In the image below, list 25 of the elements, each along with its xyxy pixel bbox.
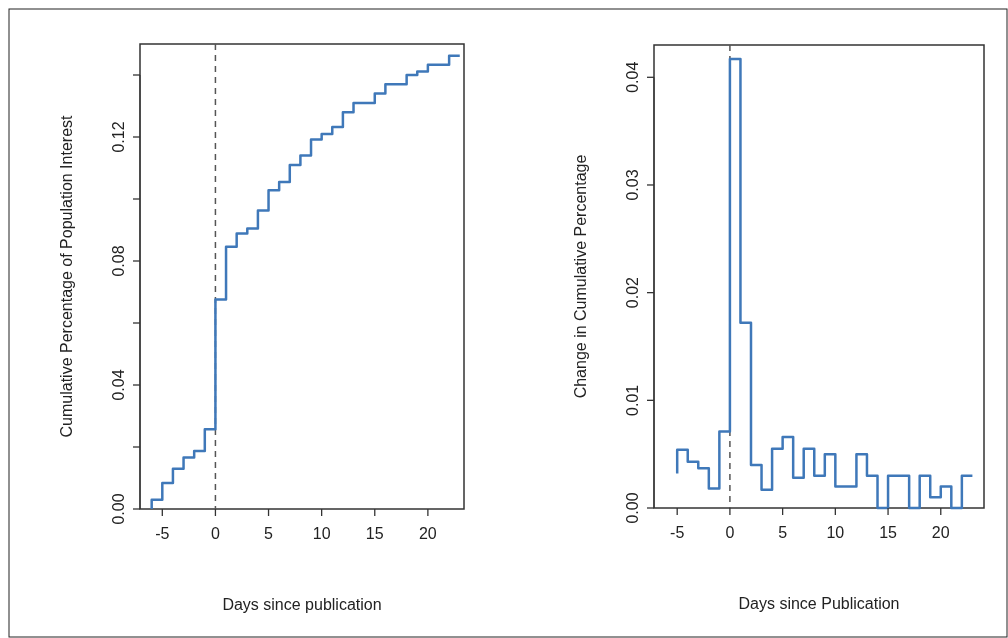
x-tick-label: 10	[826, 524, 845, 541]
y-tick-label: 0.04	[624, 61, 641, 93]
x-tick-label: 10	[312, 525, 331, 542]
y-tick-label: 0.08	[110, 245, 127, 277]
x-tick-label: 0	[725, 524, 735, 541]
x-tick-label: 5	[264, 525, 274, 542]
y-tick-label: 0.01	[624, 384, 641, 416]
x-tick-label: 15	[879, 524, 898, 541]
x-tick-label: -5	[670, 524, 685, 541]
y-tick-label: 0.02	[624, 276, 641, 309]
y-tick-label: 0.04	[110, 369, 127, 401]
x-tick-label: 20	[931, 524, 950, 541]
x-tick-label: 15	[365, 525, 384, 542]
y-tick-label: 0.00	[624, 492, 641, 524]
y-tick-label: 0.00	[110, 493, 127, 525]
y-axis-title: Cumulative Percentage of Population Interest	[58, 114, 75, 438]
x-axis-title: Days since Publication	[738, 595, 900, 612]
x-tick-label: 0	[210, 525, 220, 542]
x-tick-label: 20	[418, 525, 437, 542]
y-tick-label: 0.03	[624, 169, 641, 201]
x-tick-label: -5	[155, 525, 170, 542]
y-tick-label: 0.12	[110, 121, 127, 153]
x-tick-label: 5	[778, 524, 788, 541]
y-axis-title: Change in Cumulative Percentage	[572, 154, 589, 399]
x-axis-title: Days since publication	[222, 596, 382, 613]
